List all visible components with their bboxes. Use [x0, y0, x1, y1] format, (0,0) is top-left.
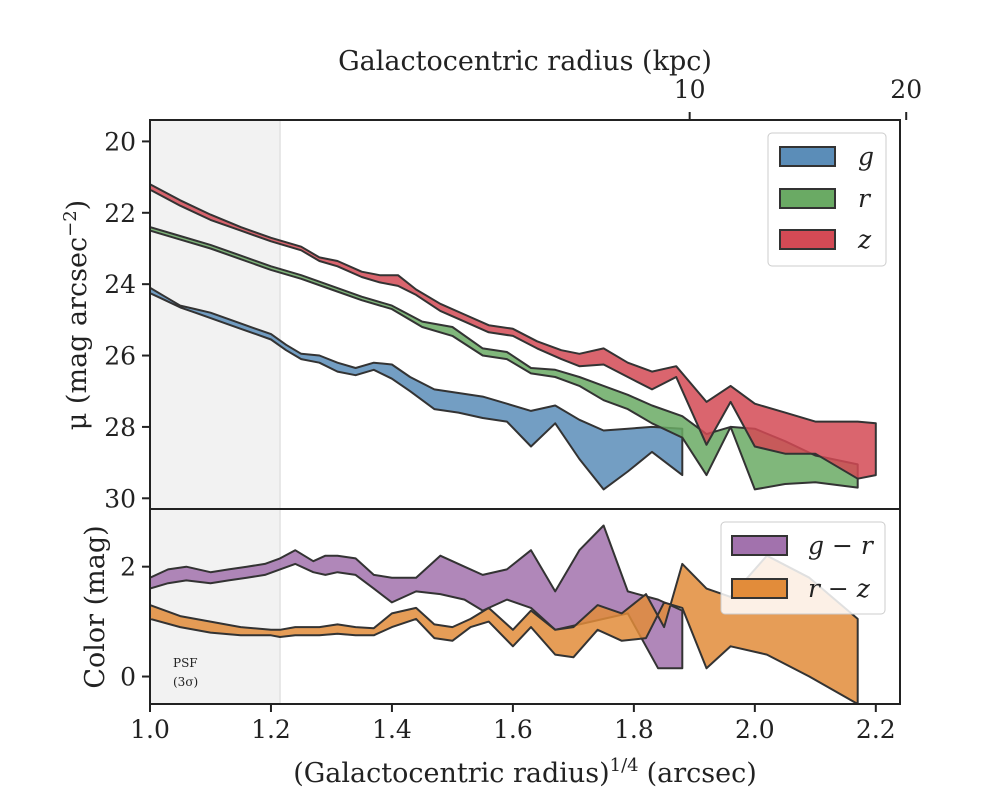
- legend-label-r: r: [858, 184, 872, 213]
- y-tick-label: 26: [104, 342, 136, 371]
- x-tick-label: 1.2: [251, 715, 291, 744]
- legend-bottom: g − r r − z: [720, 521, 886, 615]
- legend-swatch-z: [779, 229, 836, 250]
- y-tick-label: 28: [104, 413, 136, 442]
- legend-swatch-g: [779, 146, 836, 167]
- legend-swatch-r: [779, 188, 836, 209]
- x-tick-label: 1.8: [614, 715, 654, 744]
- color-bands: [150, 524, 859, 704]
- psf-annotation-sigma: (3σ): [173, 675, 198, 689]
- surface-brightness-bands: [150, 183, 877, 491]
- psf-region-shading: [150, 509, 281, 704]
- kpc-axis-ticks: 1020305075100: [674, 75, 922, 120]
- band-r-z: [150, 554, 859, 704]
- top-axis-label: Galactocentric radius (kpc): [338, 46, 712, 77]
- psf-annotation-label: PSF: [173, 656, 198, 670]
- y-tick-label: 30: [104, 484, 136, 513]
- bottom-panel-frame: [149, 508, 901, 705]
- bottom-panel-ticks: 0 2 1.0 1.2 1.4 1.6 1.8 2.0 2.2: [120, 553, 896, 744]
- x-tick-label: 2.0: [735, 715, 775, 744]
- legend-swatch-g-r: [731, 535, 788, 556]
- x-tick-label: 1.0: [130, 715, 170, 744]
- y-tick-label: 24: [104, 270, 136, 299]
- y-axis-label-main: μ (mag arcsec−2): [60, 200, 93, 430]
- legend-label-g-r: g − r: [808, 531, 875, 560]
- x-axis-label: (Galactocentric radius)1/4 (arcsec): [293, 755, 757, 789]
- legend-label-g: g: [858, 142, 874, 171]
- kpc-tick-label: 10: [674, 75, 706, 104]
- x-tick-label: 1.4: [372, 715, 412, 744]
- x-tick-label: 1.6: [493, 715, 533, 744]
- legend-top: g r z: [767, 132, 887, 267]
- top-panel-ticks: 20 22 24 26 28 30: [104, 127, 150, 513]
- band-g-r: [150, 524, 684, 670]
- y-tick-label: 20: [104, 127, 136, 156]
- y-axis-label-color: Color (mag): [80, 525, 111, 688]
- band-z: [150, 183, 877, 480]
- band-r: [150, 226, 859, 491]
- legend-swatch-r-z: [731, 578, 788, 599]
- kpc-tick-label: 20: [890, 75, 922, 104]
- legend-label-z: z: [857, 225, 872, 254]
- band-g: [150, 286, 684, 491]
- y-tick-label: 22: [104, 199, 136, 228]
- legend-label-r-z: r − z: [808, 574, 871, 603]
- color-y-tick-label: 2: [120, 553, 136, 582]
- x-tick-label: 2.2: [856, 715, 896, 744]
- color-y-tick-label: 0: [120, 663, 136, 692]
